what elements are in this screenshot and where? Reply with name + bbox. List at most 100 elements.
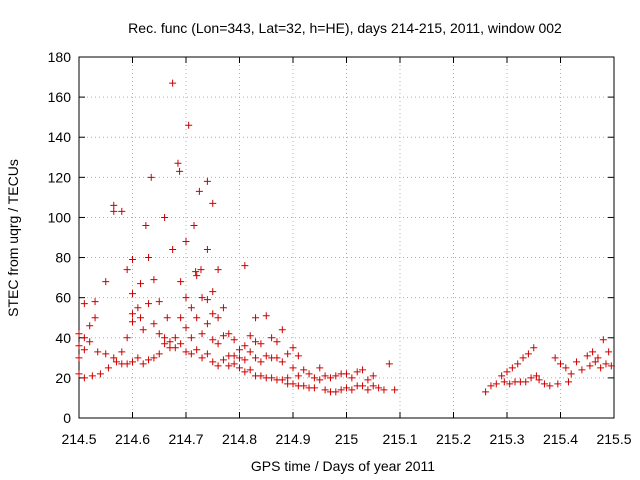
data-point bbox=[110, 201, 118, 209]
data-point bbox=[225, 362, 233, 370]
data-point bbox=[343, 384, 350, 392]
data-point bbox=[321, 372, 329, 380]
data-point bbox=[391, 386, 399, 394]
data-point bbox=[500, 378, 508, 386]
data-point bbox=[203, 350, 211, 358]
data-point bbox=[147, 173, 155, 181]
data-point bbox=[359, 366, 367, 374]
data-point bbox=[75, 330, 83, 338]
data-point bbox=[583, 352, 591, 360]
data-point bbox=[80, 334, 88, 342]
data-point bbox=[300, 382, 308, 390]
data-point bbox=[193, 272, 201, 280]
data-point bbox=[332, 372, 340, 380]
y-tick-label: 120 bbox=[48, 169, 72, 185]
data-point bbox=[252, 354, 260, 362]
data-point bbox=[482, 388, 490, 396]
data-point bbox=[190, 221, 198, 229]
data-point bbox=[209, 310, 217, 318]
data-point bbox=[289, 380, 297, 388]
data-point bbox=[169, 246, 177, 254]
data-point bbox=[236, 354, 243, 362]
data-point bbox=[182, 294, 190, 302]
data-point bbox=[187, 350, 195, 358]
data-point bbox=[112, 358, 120, 366]
data-point bbox=[187, 334, 195, 342]
data-point bbox=[252, 338, 260, 346]
data-point bbox=[530, 344, 538, 352]
data-point bbox=[134, 354, 142, 362]
data-point bbox=[554, 380, 562, 388]
data-point bbox=[273, 338, 281, 346]
data-point bbox=[519, 354, 527, 362]
data-point bbox=[80, 346, 88, 354]
data-point bbox=[278, 358, 286, 366]
data-point bbox=[348, 374, 356, 382]
y-tick-label: 60 bbox=[55, 290, 71, 306]
x-tick-label: 215.4 bbox=[543, 431, 578, 447]
data-point bbox=[129, 256, 136, 264]
data-point bbox=[110, 354, 118, 362]
data-point bbox=[75, 342, 83, 350]
data-point bbox=[129, 310, 136, 318]
data-point bbox=[236, 346, 243, 354]
x-tick-label: 214.7 bbox=[168, 431, 203, 447]
data-point bbox=[599, 336, 607, 344]
data-point bbox=[527, 374, 535, 382]
data-point bbox=[209, 199, 217, 207]
data-point bbox=[514, 360, 522, 368]
data-point bbox=[230, 352, 238, 360]
data-point bbox=[241, 262, 249, 270]
data-point bbox=[562, 364, 570, 372]
data-point bbox=[506, 380, 514, 388]
x-tick-label: 215.2 bbox=[436, 431, 471, 447]
data-point bbox=[257, 358, 265, 366]
data-point bbox=[316, 364, 324, 372]
data-point bbox=[91, 298, 99, 306]
data-point bbox=[193, 346, 201, 354]
data-point bbox=[177, 278, 185, 286]
data-point bbox=[80, 300, 88, 308]
chart-title: Rec. func (Lon=343, Lat=32, h=HE), days … bbox=[128, 20, 562, 36]
data-point bbox=[364, 386, 372, 394]
data-point bbox=[353, 368, 361, 376]
data-point bbox=[86, 338, 94, 346]
data-point bbox=[557, 360, 564, 368]
data-point bbox=[375, 384, 383, 392]
data-point bbox=[209, 288, 217, 296]
data-point bbox=[364, 376, 372, 384]
axis-ticks: 214.5 214.6 214.7 214.8 214.9 215 215.1 215.2 21… bbox=[48, 49, 632, 447]
data-point bbox=[198, 294, 206, 302]
data-point bbox=[498, 372, 506, 380]
data-point bbox=[139, 360, 147, 368]
x-tick-label: 215 bbox=[335, 431, 359, 447]
data-point bbox=[118, 348, 126, 356]
data-point bbox=[589, 348, 597, 356]
data-point bbox=[532, 372, 540, 380]
data-point bbox=[123, 334, 131, 342]
data-point bbox=[177, 340, 185, 348]
data-point bbox=[252, 314, 260, 322]
data-point bbox=[591, 358, 599, 366]
x-tick-label: 215.3 bbox=[489, 431, 524, 447]
data-point bbox=[171, 334, 179, 342]
data-point bbox=[166, 338, 174, 346]
data-point bbox=[104, 364, 112, 372]
data-point bbox=[278, 326, 286, 334]
data-point bbox=[182, 324, 190, 332]
data-point bbox=[262, 352, 270, 360]
data-point bbox=[300, 366, 308, 374]
data-point bbox=[134, 304, 142, 312]
data-point bbox=[192, 268, 200, 276]
data-point bbox=[161, 334, 169, 342]
data-point bbox=[551, 354, 559, 362]
data-point bbox=[198, 330, 206, 338]
data-point bbox=[586, 362, 594, 370]
data-point bbox=[123, 360, 131, 368]
data-point bbox=[161, 213, 169, 221]
data-point bbox=[214, 314, 222, 322]
data-point bbox=[305, 370, 313, 378]
data-point bbox=[278, 376, 286, 384]
y-axis-label: STEC from uqrg / TECUs bbox=[5, 159, 21, 317]
